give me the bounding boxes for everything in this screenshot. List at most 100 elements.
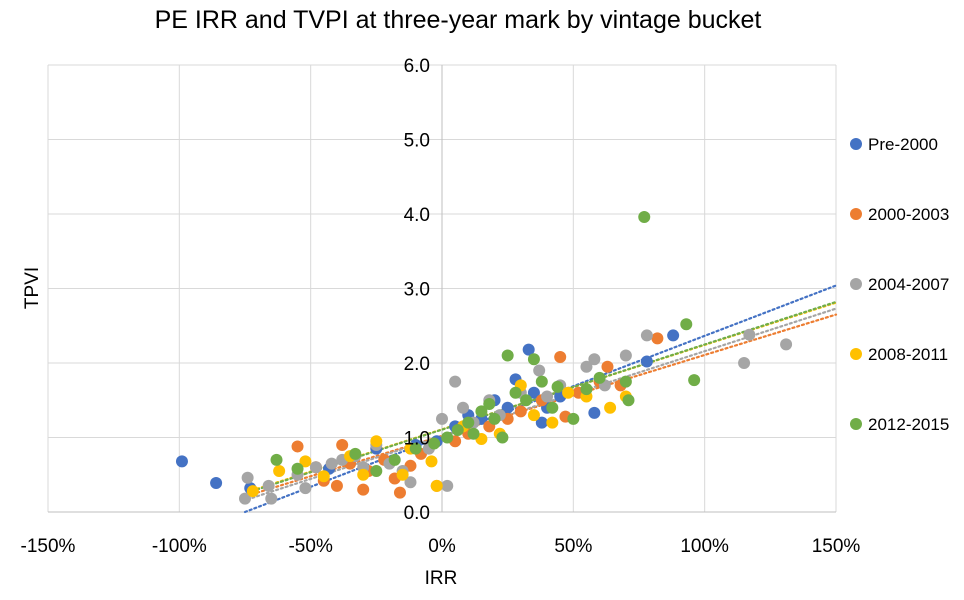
data-point [370,465,383,478]
data-point [409,442,422,455]
data-point [522,343,535,356]
data-point [430,479,443,492]
data-point [501,401,514,414]
data-point [622,394,635,407]
data-point [667,329,680,342]
y-tick-label: 4.0 [404,205,430,226]
data-point [404,476,417,489]
y-tick-label: 0.0 [404,503,430,524]
data-point [509,386,522,399]
data-point [467,427,480,440]
data-point [210,476,223,489]
data-point [780,338,793,351]
data-point [370,435,383,448]
data-point [562,386,575,399]
data-point [357,483,370,496]
legend-label: Pre-2000 [868,135,938,154]
legend-marker [850,278,862,290]
data-point [349,447,362,460]
data-point [554,351,567,364]
legend-marker [850,208,862,220]
legend-marker [850,418,862,430]
data-point [535,375,548,388]
data-point [638,210,651,223]
data-point [496,431,509,444]
data-point [588,406,601,419]
data-point [546,401,559,414]
data-point [551,380,564,393]
data-point [601,360,614,373]
data-point [593,371,606,384]
data-point [270,453,283,466]
legend-marker [850,138,862,150]
data-point [357,468,370,481]
legend: Pre-2000 2000-2003 2004-2007 2008-2011 2012-… [850,135,949,434]
data-point [580,360,593,373]
x-tick-label: 0% [428,536,456,557]
y-tick-label: 3.0 [404,280,430,301]
legend-label: 2008-2011 [868,345,948,364]
data-point [457,401,470,414]
data-point [299,455,312,468]
data-point [738,357,751,369]
data-points [175,210,793,505]
data-point [317,470,330,483]
data-point [580,383,593,396]
data-point [541,390,554,403]
chart-title: PE IRR and TVPI at three-year mark by vi… [154,6,762,34]
data-point [640,329,653,342]
data-point [330,479,343,492]
legend-label: 2000-2003 [868,205,949,224]
data-point [241,471,254,484]
data-point [567,412,580,425]
data-point [425,455,438,468]
data-point [451,424,464,437]
data-point [428,437,441,450]
x-tick-label: -50% [288,536,332,557]
data-point [239,492,251,505]
data-point [619,349,632,362]
data-point [743,328,756,341]
data-point [246,485,259,498]
data-point [462,416,475,429]
data-point [262,479,275,492]
data-point [483,397,496,410]
data-point [449,375,462,388]
x-axis-title: IRR [425,568,458,589]
data-point [441,431,454,444]
data-point [546,416,559,429]
y-tick-label: 1.0 [404,429,430,450]
data-point [619,375,632,388]
data-point [273,465,286,478]
data-point [436,412,448,425]
x-tick-label: -100% [152,536,207,557]
data-point [501,349,514,362]
data-point [325,457,338,470]
data-point [640,355,653,368]
legend-label: 2004-2007 [868,275,949,294]
data-point [535,416,548,429]
x-tick-label: 100% [680,536,729,557]
data-point [527,353,540,366]
data-point [336,438,349,451]
data-point [291,462,304,475]
data-point [520,394,533,407]
data-point [533,364,546,377]
data-point [388,453,401,466]
x-tick-label: 50% [554,536,592,557]
legend-marker [850,348,862,360]
y-tick-label: 6.0 [404,56,430,77]
y-tick-label: 2.0 [404,354,430,375]
data-point [588,353,601,366]
data-point [396,468,409,481]
x-tick-label: -150% [21,536,76,557]
data-point [265,492,278,505]
data-point [680,318,693,331]
data-point [393,486,406,499]
legend-label: 2012-2015 [868,415,949,434]
data-point [309,461,322,474]
data-point [475,405,488,418]
data-point [651,332,664,345]
data-point [441,479,454,492]
